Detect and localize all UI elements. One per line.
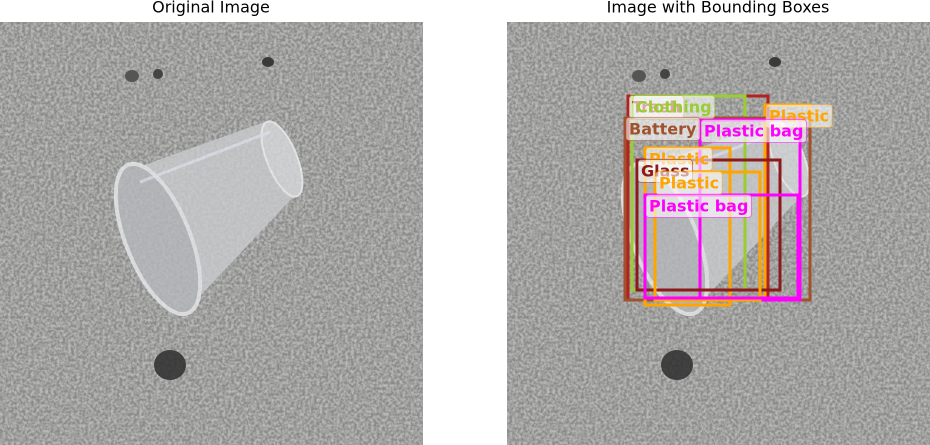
annotated-image: [507, 22, 930, 445]
label-background: [700, 119, 807, 143]
box-label: Clothing: [636, 98, 712, 117]
label-background: [645, 194, 752, 218]
label-background: [625, 117, 701, 141]
panel-title: Original Image: [152, 0, 270, 17]
box-label: Battery: [629, 120, 697, 139]
original-image: [0, 22, 423, 445]
box-label: Plastic: [659, 174, 719, 193]
panel-title: Image with Bounding Boxes: [607, 0, 830, 17]
box-label: Plastic bag: [704, 122, 803, 141]
box-label: Plastic bag: [649, 197, 748, 216]
box-labels: TrashClothingPlasticBatteryPlastic bagPl…: [625, 95, 833, 218]
